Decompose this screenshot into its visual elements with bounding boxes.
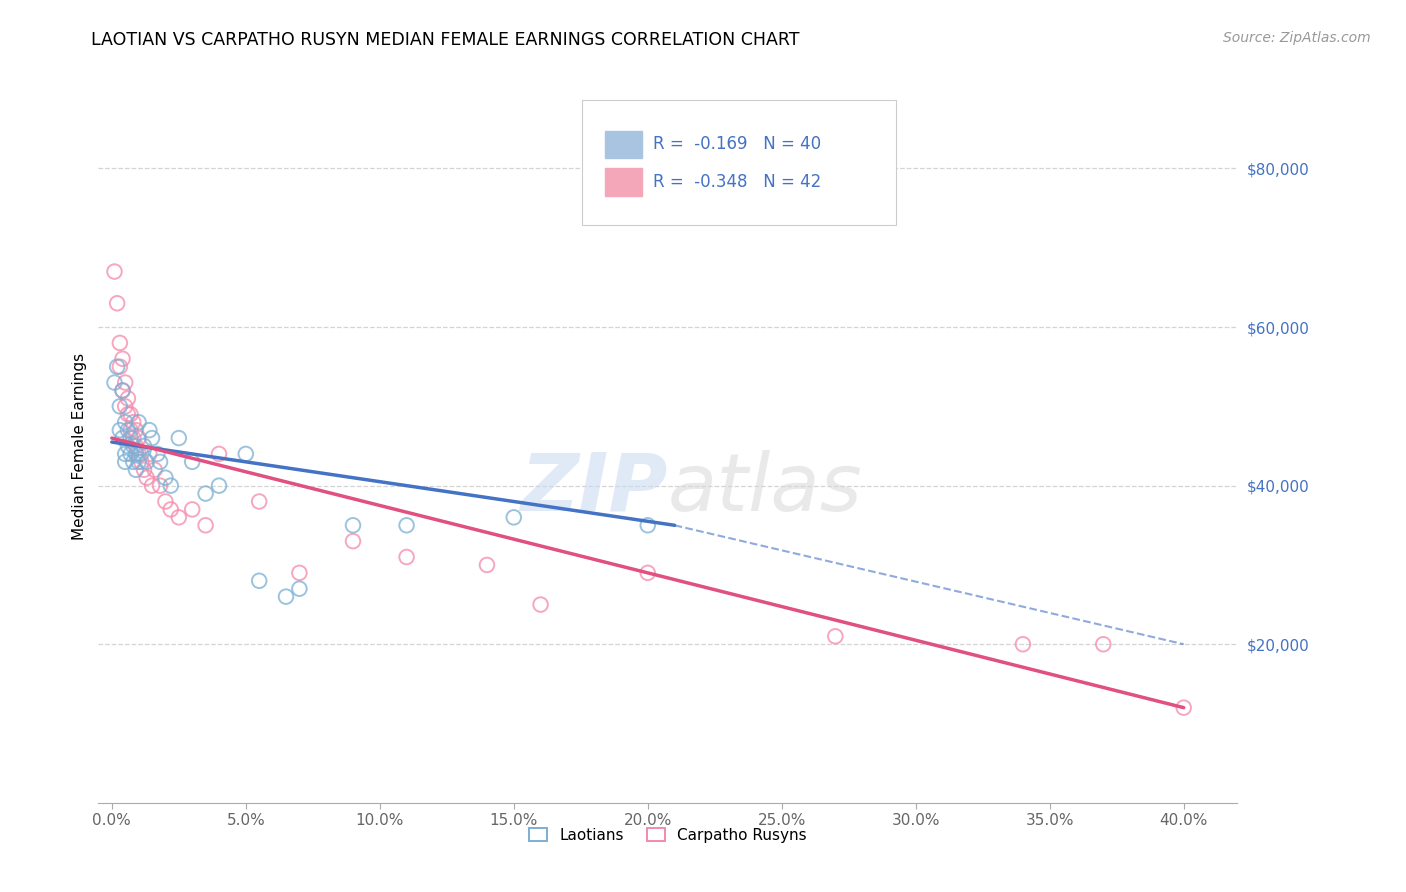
Point xyxy=(120,407,142,421)
Point xyxy=(108,335,131,350)
Point xyxy=(117,407,139,421)
Point xyxy=(125,463,148,477)
Point xyxy=(146,447,169,461)
Point xyxy=(114,455,136,469)
Point xyxy=(122,415,145,429)
Point xyxy=(103,376,125,390)
Point xyxy=(288,566,311,580)
Point xyxy=(122,439,145,453)
Point xyxy=(135,471,157,485)
Point xyxy=(529,598,551,612)
Point xyxy=(159,502,181,516)
Point xyxy=(143,463,166,477)
Point xyxy=(475,558,498,572)
Point xyxy=(502,510,524,524)
Point xyxy=(128,447,150,461)
Point xyxy=(1173,700,1195,714)
Point xyxy=(141,478,163,492)
Legend: Laotians, Carpatho Rusyns: Laotians, Carpatho Rusyns xyxy=(523,822,813,848)
Point xyxy=(108,423,131,437)
Point xyxy=(149,455,172,469)
Point xyxy=(247,574,270,588)
Point xyxy=(129,455,152,469)
Point xyxy=(132,463,155,477)
FancyBboxPatch shape xyxy=(605,169,641,195)
Point xyxy=(120,447,142,461)
Text: atlas: atlas xyxy=(668,450,863,528)
Point xyxy=(274,590,297,604)
Point xyxy=(824,629,846,643)
Point xyxy=(120,423,142,437)
Point xyxy=(117,392,139,406)
Point xyxy=(194,486,217,500)
Point xyxy=(181,455,204,469)
Point xyxy=(342,534,364,549)
Point xyxy=(155,494,177,508)
FancyBboxPatch shape xyxy=(605,130,641,158)
Point xyxy=(120,431,142,445)
Point xyxy=(122,455,145,469)
Point xyxy=(129,447,152,461)
Text: R =  -0.348   N = 42: R = -0.348 N = 42 xyxy=(652,173,821,191)
Point xyxy=(167,510,190,524)
Point xyxy=(125,447,148,461)
FancyBboxPatch shape xyxy=(582,100,896,225)
Point xyxy=(111,351,134,366)
Point xyxy=(637,566,659,580)
Point xyxy=(208,447,231,461)
Point xyxy=(288,582,311,596)
Point xyxy=(108,400,131,414)
Point xyxy=(108,359,131,374)
Point xyxy=(122,431,145,445)
Text: Source: ZipAtlas.com: Source: ZipAtlas.com xyxy=(1223,31,1371,45)
Text: R =  -0.169   N = 40: R = -0.169 N = 40 xyxy=(652,136,821,153)
Point xyxy=(149,478,172,492)
Point xyxy=(135,455,157,469)
Point xyxy=(125,423,148,437)
Point xyxy=(1012,637,1035,651)
Point xyxy=(138,423,160,437)
Point xyxy=(342,518,364,533)
Point xyxy=(155,471,177,485)
Point xyxy=(103,264,125,278)
Point xyxy=(111,384,134,398)
Point xyxy=(128,455,150,469)
Point xyxy=(128,431,150,445)
Point xyxy=(117,439,139,453)
Point xyxy=(128,415,150,429)
Point xyxy=(181,502,204,516)
Point xyxy=(114,415,136,429)
Point xyxy=(637,518,659,533)
Point xyxy=(247,494,270,508)
Point xyxy=(111,384,134,398)
Point xyxy=(395,518,418,533)
Point xyxy=(111,431,134,445)
Text: LAOTIAN VS CARPATHO RUSYN MEDIAN FEMALE EARNINGS CORRELATION CHART: LAOTIAN VS CARPATHO RUSYN MEDIAN FEMALE … xyxy=(91,31,800,49)
Y-axis label: Median Female Earnings: Median Female Earnings xyxy=(72,352,87,540)
Point xyxy=(208,478,231,492)
Text: ZIP: ZIP xyxy=(520,450,668,528)
Point xyxy=(114,447,136,461)
Point xyxy=(194,518,217,533)
Point xyxy=(114,376,136,390)
Point xyxy=(114,400,136,414)
Point xyxy=(141,431,163,445)
Point xyxy=(159,478,181,492)
Point xyxy=(125,439,148,453)
Point xyxy=(138,447,160,461)
Point xyxy=(105,296,128,310)
Point xyxy=(395,549,418,564)
Point xyxy=(167,431,190,445)
Point xyxy=(1092,637,1115,651)
Point xyxy=(132,439,155,453)
Point xyxy=(235,447,257,461)
Point xyxy=(117,423,139,437)
Point xyxy=(105,359,128,374)
